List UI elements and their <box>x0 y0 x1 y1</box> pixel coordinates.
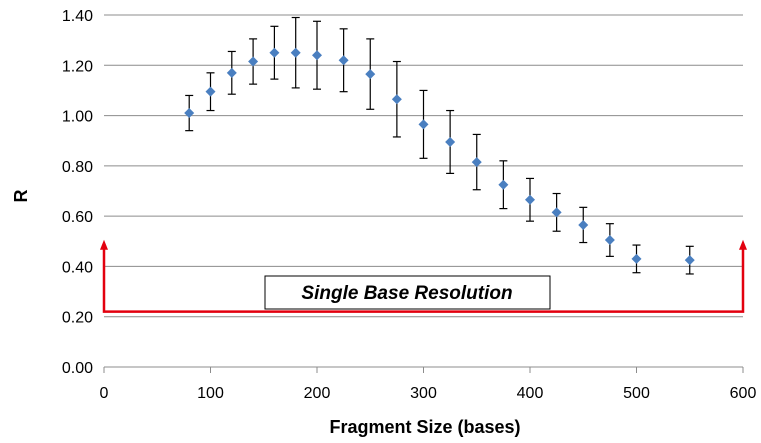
x-axis-title: Fragment Size (bases) <box>329 417 520 437</box>
x-tick-label: 0 <box>100 385 109 402</box>
bracket-arrowhead <box>100 239 108 250</box>
axes <box>103 366 744 373</box>
grid-lines <box>104 14 743 318</box>
y-tick-label: 0.00 <box>62 360 93 377</box>
data-point <box>184 108 195 119</box>
data-point <box>290 47 301 58</box>
data-point <box>312 50 322 61</box>
data-point <box>551 207 562 218</box>
bracket-line <box>102 243 745 313</box>
data-point <box>248 56 259 67</box>
data-point <box>525 194 535 205</box>
data-point <box>471 157 482 168</box>
data-point <box>578 219 589 230</box>
data-points <box>184 47 695 266</box>
x-tick-label: 100 <box>197 385 224 402</box>
data-point <box>205 86 216 97</box>
data-point <box>226 67 237 78</box>
y-axis-title: R <box>11 190 31 203</box>
x-tick-label: 400 <box>517 385 544 402</box>
bracket-arrowhead <box>739 239 747 250</box>
data-point <box>498 179 509 190</box>
y-tick-label: 0.80 <box>62 159 93 176</box>
x-tick-label: 600 <box>730 385 757 402</box>
y-tick-label: 0.40 <box>62 259 93 276</box>
data-point <box>631 253 642 264</box>
y-tick-label: 1.00 <box>62 109 93 126</box>
x-tick-label: 300 <box>410 385 437 402</box>
x-tick-label: 200 <box>304 385 331 402</box>
data-point <box>445 136 456 147</box>
data-point <box>684 255 695 266</box>
y-tick-label: 1.40 <box>62 8 93 25</box>
data-point <box>269 47 280 58</box>
data-point <box>418 119 429 130</box>
data-point <box>604 235 615 246</box>
annotation-label: Single Base Resolution <box>301 283 512 304</box>
annotation-box-frame <box>264 275 551 310</box>
tick-labels: 0.00 0.20 0.40 0.60 0.80 1.00 1.20 1.40 0 100 200 3… <box>62 8 757 402</box>
y-tick-label: 1.20 <box>62 58 93 75</box>
y-tick-label: 0.60 <box>62 209 93 226</box>
data-point <box>391 94 402 105</box>
data-point <box>338 55 349 66</box>
resolution-bracket <box>100 239 747 313</box>
error-bars <box>185 16 694 275</box>
x-tick-label: 500 <box>623 385 650 402</box>
data-point <box>365 69 376 80</box>
annotation-box: Single Base Resolution <box>264 275 551 310</box>
y-tick-label: 0.20 <box>62 310 93 327</box>
